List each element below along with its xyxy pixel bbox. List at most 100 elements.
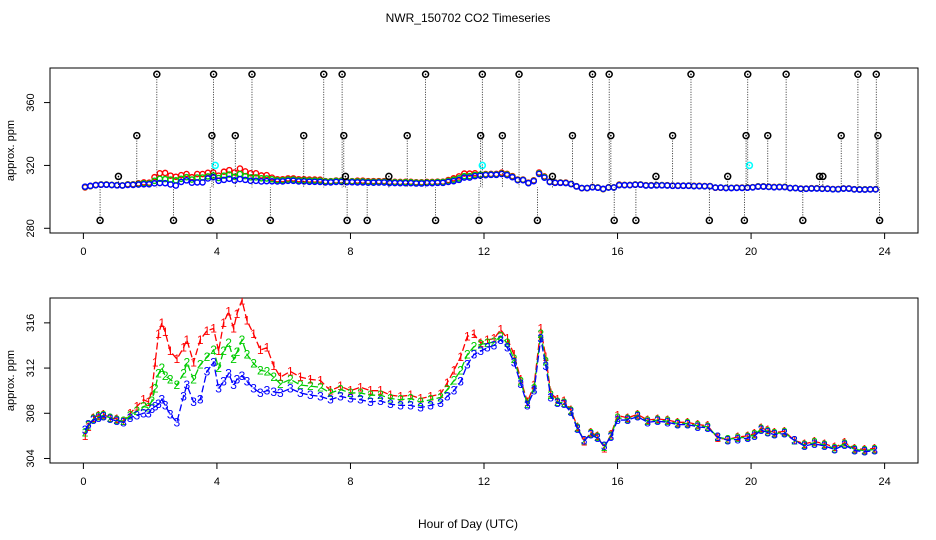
flagged-point-center bbox=[748, 164, 751, 167]
series-3-point: 3 bbox=[162, 398, 169, 412]
flagged-point-center bbox=[117, 175, 120, 178]
series-1-point: 1 bbox=[542, 350, 549, 364]
series-2-point: 2 bbox=[437, 390, 444, 404]
baseline-point bbox=[225, 171, 233, 178]
series-3-point: 3 bbox=[152, 399, 159, 413]
flagged-point-center bbox=[745, 134, 747, 137]
series-2-point: 2 bbox=[517, 375, 524, 389]
series-1-point: 1 bbox=[287, 364, 294, 378]
y-tick-label: 308 bbox=[25, 404, 37, 422]
series-2-point: 2 bbox=[694, 419, 701, 433]
flagged-point bbox=[743, 70, 752, 79]
flagged-point bbox=[153, 70, 161, 79]
series-2-point: 2 bbox=[257, 363, 264, 377]
series-3-point: 3 bbox=[210, 355, 217, 369]
series-2-point: 2 bbox=[484, 336, 491, 350]
series-2-point: 2 bbox=[771, 427, 778, 441]
series-3-point: 3 bbox=[644, 415, 651, 429]
series-1-point: 1 bbox=[184, 333, 191, 347]
series-2-point: 2 bbox=[444, 383, 451, 397]
flagged-point bbox=[206, 216, 214, 225]
flagged-point bbox=[515, 70, 523, 79]
series-2-point: 2 bbox=[427, 393, 434, 407]
series-3-point: 3 bbox=[771, 428, 778, 442]
series-3-point: 3 bbox=[758, 423, 765, 437]
flagged-point bbox=[343, 216, 351, 225]
series-2-point: 2 bbox=[297, 378, 304, 392]
flagged-point bbox=[874, 131, 882, 140]
series-2-point: 2 bbox=[357, 386, 364, 400]
series-2-point: 2 bbox=[684, 416, 691, 430]
flagged-point-center bbox=[743, 219, 746, 222]
baseline-point bbox=[252, 177, 260, 185]
series-2-point: 2 bbox=[542, 354, 549, 368]
series-2-point: 2 bbox=[644, 414, 651, 428]
series-1-point: 1 bbox=[554, 393, 561, 407]
x-tick-label: 0 bbox=[80, 476, 86, 488]
x-tick-label: 8 bbox=[347, 246, 353, 258]
flagged-point-center bbox=[214, 164, 217, 167]
series-2-point: 2 bbox=[90, 412, 97, 426]
series-1-point: 1 bbox=[158, 316, 165, 330]
flagged-point bbox=[782, 70, 790, 79]
series-1-point: 1 bbox=[367, 384, 374, 398]
flagged-point-center bbox=[211, 134, 213, 137]
series-2-point: 2 bbox=[601, 440, 608, 454]
series-2-point: 2 bbox=[811, 436, 818, 450]
flagged-point-center bbox=[518, 73, 520, 76]
series-3-point: 3 bbox=[831, 442, 838, 456]
series-3-point: 3 bbox=[100, 410, 107, 424]
series-2-point: 2 bbox=[127, 409, 134, 423]
series-2-point: 2 bbox=[347, 386, 354, 400]
series-3-point: 3 bbox=[387, 397, 394, 411]
series-3-point: 3 bbox=[158, 393, 165, 407]
series-1-point: 1 bbox=[270, 359, 277, 373]
series-2-point: 2 bbox=[871, 442, 878, 456]
flagged-point bbox=[854, 70, 862, 79]
series-1-point: 1 bbox=[664, 413, 671, 427]
y-tick-label: 280 bbox=[25, 219, 37, 237]
series-1-point: 1 bbox=[417, 392, 424, 406]
series-2-point: 2 bbox=[174, 378, 181, 392]
baseline-point bbox=[183, 170, 190, 178]
flagged-point bbox=[363, 216, 371, 225]
y-tick-label: 304 bbox=[25, 449, 37, 467]
series-2-point: 2 bbox=[464, 348, 471, 362]
baseline-point bbox=[519, 176, 527, 184]
series-2-point: 2 bbox=[851, 442, 858, 456]
series-2-point: 2 bbox=[537, 327, 544, 341]
series-2-point: 2 bbox=[337, 383, 344, 397]
series-1-point: 1 bbox=[230, 322, 237, 336]
series-2-point: 2 bbox=[457, 363, 464, 377]
series-3-point: 3 bbox=[704, 421, 711, 435]
flagged-point-center bbox=[434, 219, 437, 222]
series-2-point: 2 bbox=[184, 355, 191, 369]
series-1-point: 1 bbox=[407, 388, 414, 402]
series-2-point: 2 bbox=[664, 414, 671, 428]
series-2-point: 2 bbox=[197, 358, 204, 372]
series-3-point: 3 bbox=[624, 413, 631, 427]
series-2-point: 2 bbox=[162, 369, 169, 383]
series-3-point: 3 bbox=[537, 332, 544, 346]
series-1-point: 1 bbox=[644, 413, 651, 427]
series-3-point: 3 bbox=[547, 390, 554, 404]
series-1-point: 1 bbox=[751, 427, 758, 441]
series-1-point: 1 bbox=[377, 384, 384, 398]
series-1-point: 1 bbox=[180, 341, 187, 355]
series-2-point: 2 bbox=[471, 340, 478, 354]
series-2-point: 2 bbox=[367, 388, 374, 402]
series-1-point: 1 bbox=[744, 429, 751, 443]
series-3-point: 3 bbox=[664, 415, 671, 429]
series-3-point: 3 bbox=[581, 433, 588, 447]
series-3-point: 3 bbox=[841, 438, 848, 452]
x-tick-label: 8 bbox=[347, 476, 353, 488]
flagged-point bbox=[338, 70, 346, 79]
flagged-point bbox=[114, 172, 123, 181]
series-2-point: 2 bbox=[744, 430, 751, 444]
series-1-point: 1 bbox=[152, 355, 159, 369]
y-tick-label: 316 bbox=[25, 314, 37, 332]
series-2-point: 2 bbox=[387, 392, 394, 406]
series-2-point: 2 bbox=[491, 335, 498, 349]
series-3-point: 3 bbox=[714, 430, 721, 444]
flagged-point-center bbox=[424, 73, 427, 76]
